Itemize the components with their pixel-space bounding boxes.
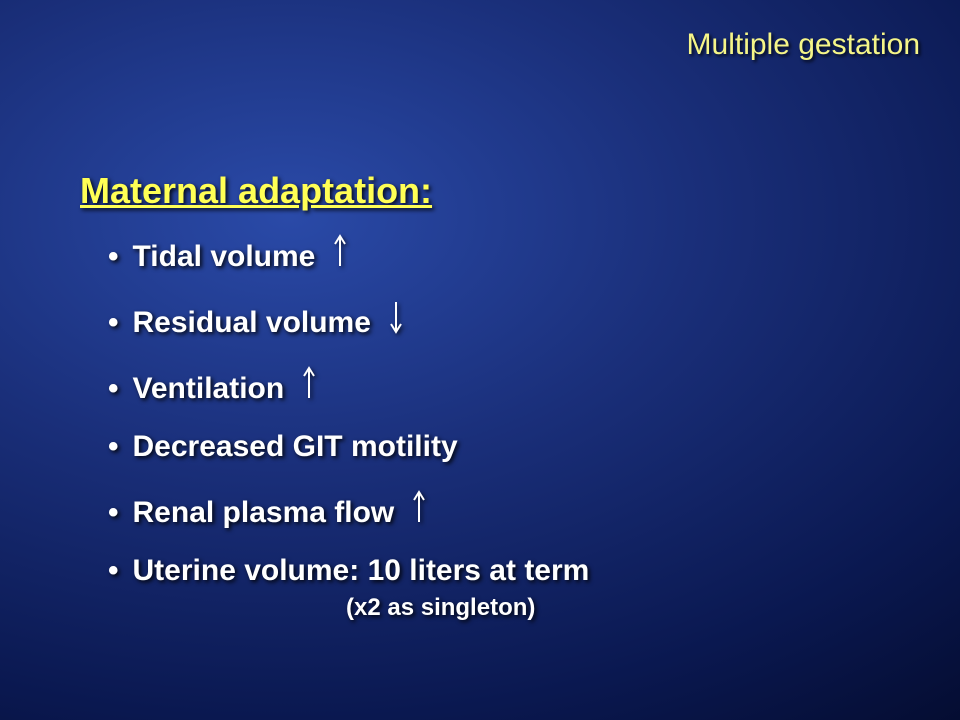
- bullet-text: Residual volume: [133, 306, 371, 340]
- bullet-list: • Tidal volume • Residual volume • Venti…: [108, 232, 589, 622]
- section-heading: Maternal adaptation:: [80, 170, 432, 212]
- list-item: • Decreased GIT motility: [108, 430, 589, 464]
- bullet-text: Uterine volume: 10 liters at term: [133, 554, 590, 588]
- bullet-text: Tidal volume: [133, 240, 316, 274]
- slide-header: Multiple gestation: [687, 28, 920, 62]
- bullet-text: Ventilation: [133, 372, 285, 406]
- list-item: • Tidal volume: [108, 232, 589, 274]
- list-item: • Residual volume: [108, 298, 589, 340]
- sub-note: (x2 as singleton): [346, 594, 589, 622]
- bullet-dot: •: [108, 496, 119, 530]
- up-arrow-icon: [333, 234, 347, 273]
- bullet-dot: •: [108, 430, 119, 464]
- up-arrow-icon: [302, 366, 316, 405]
- bullet-dot: •: [108, 554, 119, 588]
- up-arrow-icon: [412, 490, 426, 529]
- bullet-dot: •: [108, 240, 119, 274]
- down-arrow-icon: [389, 300, 403, 339]
- bullet-text: Renal plasma flow: [133, 496, 395, 530]
- bullet-text: Decreased GIT motility: [133, 430, 458, 464]
- list-item: • Ventilation: [108, 364, 589, 406]
- list-item: • Renal plasma flow: [108, 488, 589, 530]
- bullet-dot: •: [108, 372, 119, 406]
- bullet-dot: •: [108, 306, 119, 340]
- list-item: • Uterine volume: 10 liters at term: [108, 554, 589, 588]
